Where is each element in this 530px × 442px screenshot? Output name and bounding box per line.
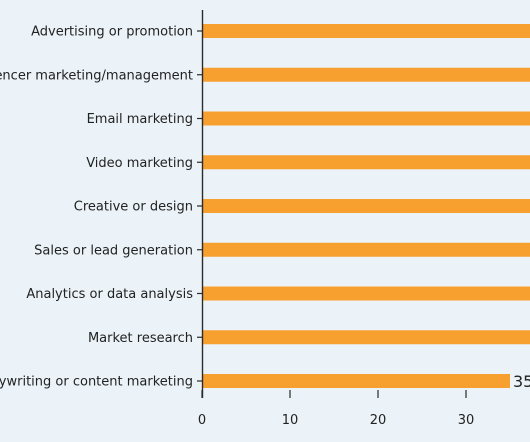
bar-5 (202, 199, 530, 213)
bar-9 (202, 374, 510, 388)
bar-8 (202, 330, 530, 345)
y-tick-label-5: Creative or design (74, 200, 193, 215)
bar-value-label-9: 35 (513, 372, 530, 391)
y-tick-label-6: Sales or lead generation (34, 243, 193, 258)
y-tick-label-7: Analytics or data analysis (26, 287, 193, 302)
bar-2 (202, 67, 530, 82)
x-tick-label-3: 20 (370, 413, 387, 428)
bar-6 (202, 242, 530, 257)
bar-1 (202, 24, 530, 38)
y-tick-label-2: Influencer marketing/management (0, 68, 193, 83)
y-tick-label-8: Market research (88, 331, 193, 346)
y-tick-label-4: Video marketing (86, 156, 193, 171)
y-tick-label-3: Email marketing (87, 112, 193, 127)
x-tick-label-4: 30 (458, 413, 475, 428)
x-tick-label-1: 0 (198, 413, 206, 428)
bar-4 (202, 155, 530, 170)
y-tick-label-1: Advertising or promotion (31, 25, 193, 40)
bar-3 (202, 111, 530, 126)
y-tick-label-9: Copywriting or content marketing (0, 375, 193, 390)
x-tick-label-2: 10 (282, 413, 299, 428)
bar-7 (202, 286, 530, 301)
